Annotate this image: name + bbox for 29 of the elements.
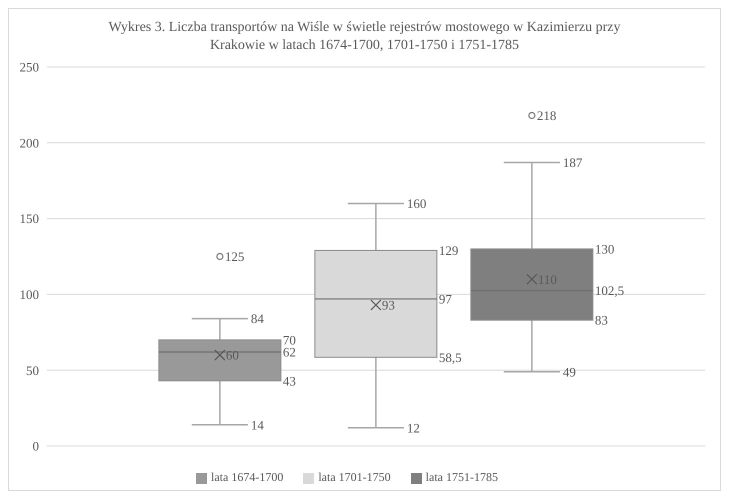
text: 102,5 (594, 283, 624, 298)
text: 43 (282, 373, 296, 388)
legend-label: lata 1674-1700 (211, 470, 284, 484)
text: 84 (250, 311, 264, 326)
y-tick-label: 0 (32, 438, 39, 454)
text: 14 (250, 417, 264, 432)
text: 130 (594, 241, 614, 256)
text: 125 (224, 249, 244, 264)
text: 58,5 (438, 350, 462, 365)
text: 187 (562, 155, 582, 170)
y-tick-label: 250 (20, 60, 39, 75)
y-tick-label: 100 (20, 287, 39, 302)
text: 62 (282, 344, 296, 360)
text: 129 (438, 242, 458, 258)
text: 70 (282, 332, 296, 348)
text: 160 (406, 196, 426, 211)
text: 97 (438, 292, 452, 306)
text: 60 (226, 348, 239, 363)
y-tick-label: 150 (20, 211, 39, 226)
text: 83 (594, 312, 608, 328)
text: 12 (406, 420, 420, 436)
legend-label: lata 1751-1785 (426, 470, 498, 484)
chart-title: Wykres 3. Liczba transportów na Wiśle w świetle rejestrów mostowego w Kazimierzu przy Krakowie w latach 1674-1700, 1701-1750 i 1751-1785 (108, 19, 622, 55)
text: 218 (536, 108, 556, 124)
text: 93 (382, 298, 395, 313)
legend-label: lata 1701-1750 (318, 470, 391, 484)
y-tick-label: 50 (26, 362, 39, 378)
y-tick-label: 200 (20, 135, 39, 150)
text: 49 (562, 364, 576, 380)
